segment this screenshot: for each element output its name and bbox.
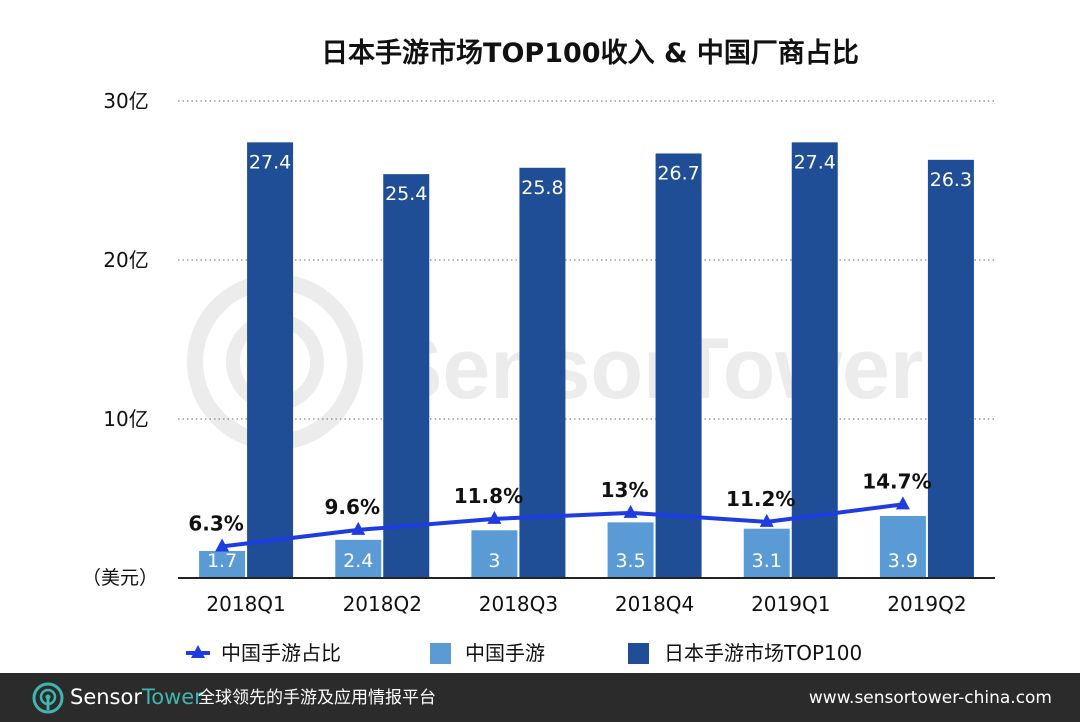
- bar-china-games: [743, 528, 790, 578]
- footer-tagline: 全球领先的手游及应用情报平台: [198, 688, 436, 708]
- share-line-series: 6.3% 9.6% 11.8% 13% 11.2% 14.7%: [188, 469, 932, 552]
- bar-label-japan-top100: 26.7: [657, 162, 699, 184]
- y-tick-label: 20亿: [103, 248, 148, 272]
- bars: 1.7 27.4 2.4 25.4 3 25.8 3.5 26.7 3.1 27.4 3.9 26.3: [199, 142, 974, 578]
- bar-label-china-games: 2.4: [343, 550, 373, 572]
- x-axis-tick-labels: 2018Q1 2018Q2 2018Q3 2018Q4 2019Q1 2019Q2: [206, 592, 966, 616]
- legend: 中国手游占比 中国手游 日本手游市场TOP100: [186, 641, 862, 665]
- gridlines: [178, 100, 995, 420]
- share-point-label: 6.3%: [188, 511, 243, 535]
- x-tick-label: 2018Q1: [206, 592, 285, 616]
- bar-china-games: [607, 522, 654, 578]
- legend-line-marker: [191, 645, 205, 658]
- bar-japan-top100: [519, 167, 566, 578]
- legend-label-share: 中国手游占比: [221, 641, 341, 665]
- share-point-marker: [759, 513, 774, 527]
- share-point-label: 13%: [601, 478, 649, 502]
- y-axis-unit-label: （美元）: [82, 567, 158, 589]
- footer-brand-part1: Sensor: [70, 685, 142, 709]
- footer-bar: SensorTower 全球领先的手游及应用情报平台 www.sensortow…: [0, 673, 1080, 722]
- bar-label-japan-top100: 27.4: [249, 151, 291, 173]
- bar-japan-top100: [927, 159, 974, 578]
- bar-japan-top100: [247, 142, 294, 578]
- x-tick-label: 2018Q2: [343, 592, 422, 616]
- share-point-label: 11.8%: [454, 484, 523, 508]
- footer-url[interactable]: www.sensortower-china.com: [808, 688, 1052, 708]
- y-tick-label: 30亿: [103, 89, 148, 113]
- share-point-label: 14.7%: [862, 469, 931, 493]
- bar-label-china-games: 1.7: [207, 550, 237, 572]
- bar-japan-top100: [791, 142, 838, 578]
- y-axis-ticks: 30亿 20亿 10亿: [103, 89, 148, 431]
- bar-china-games: [879, 515, 926, 578]
- share-point-marker: [487, 510, 502, 524]
- x-tick-label: 2019Q2: [887, 592, 966, 616]
- share-point-label: 9.6%: [325, 495, 380, 519]
- bar-china-games: [335, 539, 382, 578]
- bar-label-china-games: 3.5: [615, 550, 645, 572]
- watermark-text: SensorTower: [385, 321, 923, 417]
- bar-label-china-games: 3.9: [888, 550, 918, 572]
- bar-label-japan-top100: 25.8: [521, 177, 563, 199]
- share-point-marker: [895, 496, 910, 510]
- footer-brand: SensorTower: [70, 685, 203, 710]
- bar-china-games: [471, 530, 518, 578]
- bar-japan-top100: [383, 174, 430, 578]
- chart: SensorTower 日本手游市场TOP100收入 & 中国厂商占比 30亿 2…: [82, 37, 995, 665]
- bar-china-games: [199, 550, 246, 578]
- x-tick-label: 2018Q3: [479, 592, 558, 616]
- share-point-label: 11.2%: [726, 487, 795, 511]
- x-tick-label: 2019Q1: [751, 592, 830, 616]
- legend-label-japan-top100: 日本手游市场TOP100: [664, 641, 862, 665]
- share-point-marker: [215, 538, 230, 552]
- footer-brand-part2: Tower: [141, 685, 203, 709]
- share-point-marker: [351, 521, 366, 535]
- sensortower-logo-icon: [32, 682, 64, 714]
- y-tick-label: 10亿: [103, 407, 148, 431]
- chart-title: 日本手游市场TOP100收入 & 中国厂商占比: [321, 37, 859, 69]
- legend-swatch-china-games: [430, 643, 451, 664]
- share-point-marker: [623, 504, 638, 518]
- bar-label-china-games: 3.1: [752, 550, 782, 572]
- bar-label-japan-top100: 27.4: [794, 151, 836, 173]
- x-tick-label: 2018Q4: [615, 592, 694, 616]
- legend-swatch-japan-top100: [628, 643, 649, 664]
- share-line: [221, 502, 904, 549]
- bar-label-china-games: 3: [488, 550, 500, 572]
- bar-label-japan-top100: 25.4: [385, 183, 427, 205]
- legend-label-china-games: 中国手游: [465, 641, 545, 665]
- bar-japan-top100: [655, 153, 702, 578]
- bar-label-japan-top100: 26.3: [930, 169, 972, 191]
